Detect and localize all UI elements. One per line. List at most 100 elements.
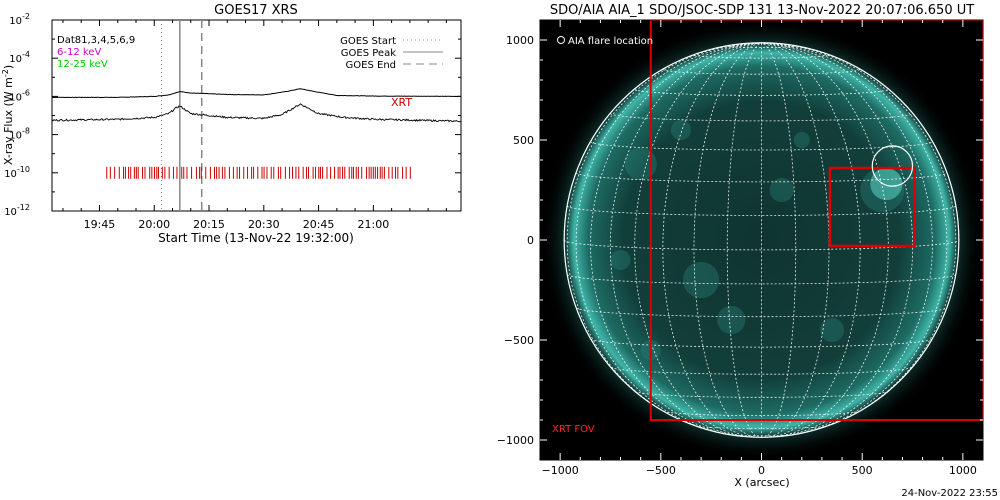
aia-longitude-line: [761, 42, 948, 436]
aia-y-tick-label: −500: [504, 334, 534, 347]
aia-active-region: [624, 147, 657, 181]
goes-legend-label: GOES End: [346, 60, 396, 71]
goes-y-tick-label: 10-8: [9, 127, 30, 142]
aia-flare-legend-label: AIA flare location: [568, 36, 653, 47]
goes-y-tick-label: 10-4: [9, 50, 30, 65]
goes-x-axis: 19:45 20:00 20:15 20:30 20:45 21:00: [62, 20, 447, 231]
goes-series-line: [52, 103, 461, 123]
aia-longitude-line: [726, 42, 762, 438]
goes-xrt-label: XRT: [391, 96, 412, 109]
goes-y-tick-base: 10: [9, 16, 22, 27]
aia-xrt-fov-box: [649, 20, 983, 421]
goes-plot-frame: [51, 19, 462, 212]
aia-active-regions: [610, 119, 905, 361]
aia-flare-location-circle: [871, 145, 914, 187]
aia-y-tick-label: 1000: [506, 34, 534, 47]
goes-series-line: [52, 88, 461, 99]
goes-y-tick-exp: -6: [22, 88, 30, 97]
aia-xrt-fov-label: XRT FOV: [552, 424, 595, 435]
aia-latitude-line: [575, 307, 948, 318]
goes-x-tick-label: 20:30: [248, 218, 280, 231]
goes-y-tick-exp: -12: [17, 203, 30, 212]
aia-y-tick-label: 0: [527, 234, 534, 247]
aia-bright-region: [870, 167, 903, 201]
aia-latitude-line: [634, 391, 889, 398]
goes-info-line: 12-25 keV: [57, 59, 108, 70]
goes-series-group: [52, 88, 461, 123]
aia-heliographic-grid: [563, 42, 960, 438]
goes-y-tick-exp: -2: [22, 12, 30, 21]
aia-longitude-line: [662, 42, 762, 438]
aia-x-tick-label: −500: [646, 464, 676, 477]
aia-y-tick-label: −1000: [497, 434, 534, 447]
aia-active-region: [610, 249, 631, 271]
goes-y-tick-exp: -10: [17, 165, 30, 174]
goes-y-tick-exp: -8: [22, 127, 30, 136]
aia-longitude-line: [761, 42, 830, 438]
goes-y-tick-base: 10: [4, 207, 17, 218]
goes-x-tick-label: 20:00: [138, 218, 170, 231]
goes-event-lines: [161, 20, 203, 211]
goes-y-tick-label: 10-10: [4, 165, 30, 180]
aia-longitude-line: [761, 42, 933, 437]
aia-active-region: [769, 177, 794, 203]
goes-y-tick-base: 10: [9, 54, 22, 65]
goes-y-tick-base: 10: [9, 131, 22, 142]
aia-x-tick-label: 0: [758, 464, 765, 477]
goes-ylabel-close: ): [2, 65, 15, 69]
goes-x-tick-label: 20:15: [193, 218, 225, 231]
aia-x-tick-label: 500: [852, 464, 873, 477]
goes-x-tick-label: 20:45: [303, 218, 335, 231]
goes-y-tick-label: 10-12: [4, 203, 30, 218]
aia-longitude-line: [693, 42, 762, 438]
aia-active-region: [793, 131, 810, 149]
goes-title: GOES17 XRS: [214, 3, 298, 18]
aia-x-tick-label: −1000: [542, 464, 579, 477]
aia-active-region: [682, 261, 720, 299]
aia-longitude-line: [609, 42, 762, 438]
aia-latitude-line: [663, 410, 860, 416]
aia-longitude-line: [566, 42, 762, 429]
aia-longitude-line: [590, 42, 762, 437]
aia-latitude-line: [567, 274, 956, 285]
aia-y-tick-label: 500: [513, 134, 534, 147]
aia-image-chart: SDO/AIA AIA_1 SDO/JSOC-SDP 131 13-Nov-20…: [497, 3, 984, 489]
goes-legend-label: GOES Peak: [341, 48, 396, 59]
aia-active-region: [819, 317, 845, 343]
goes-info-line: 6-12 keV: [57, 47, 101, 58]
aia-active-region: [670, 119, 692, 141]
goes-ylabel: X-ray Flux (W m-2): [1, 65, 15, 165]
goes-x-tick-label: 19:45: [84, 218, 116, 231]
goes-y-tick-base: 10: [4, 169, 17, 180]
aia-longitude-line: [575, 42, 762, 436]
aia-latitude-line: [590, 338, 933, 348]
aia-active-region: [717, 305, 746, 335]
aia-longitude-line: [761, 42, 914, 438]
goes-legend-label: GOES Start: [340, 36, 396, 47]
aia-longitude-line: [634, 42, 762, 438]
aia-x-tick-label: 1000: [949, 464, 977, 477]
goes-y-tick-exp: -4: [22, 50, 30, 59]
goes-ylabel-sup: -2: [1, 69, 10, 77]
aia-longitude-line: [761, 42, 957, 429]
aia-longitude-line: [761, 42, 861, 438]
goes-y-tick-base: 10: [9, 92, 22, 103]
goes-y-tick-label: 10-6: [9, 88, 30, 103]
goes-ylabel-main: X-ray Flux (W m: [2, 77, 15, 165]
goes-x-tick-label: 21:00: [358, 218, 390, 231]
goes-xrt-marks: [106, 166, 411, 179]
goes-info-line: Dat81,3,4,5,6,9: [57, 35, 135, 46]
aia-longitude-line: [761, 42, 889, 438]
aia-latitude-line: [726, 45, 797, 48]
aia-image-area: [540, 20, 983, 460]
goes-y-tick-label: 10-2: [9, 12, 30, 27]
aia-axes: −1000 −500 0 500 1000 1000 500 0 −500 −1000: [497, 20, 983, 477]
aia-title: SDO/AIA AIA_1 SDO/JSOC-SDP 131 13-Nov-20…: [550, 3, 974, 18]
aia-solar-limb: [563, 42, 960, 438]
goes-xlabel: Start Time (13-Nov-22 19:32:00): [158, 231, 354, 245]
